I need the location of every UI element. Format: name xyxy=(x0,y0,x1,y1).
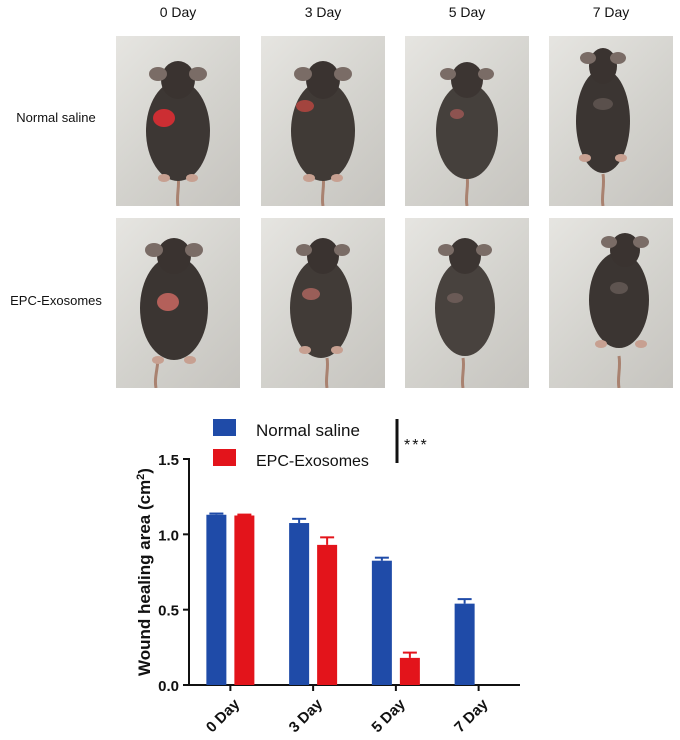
x-tick-label: 3 Day xyxy=(286,695,327,736)
photo-epc-exosomes-day-0 xyxy=(116,218,240,388)
x-tick-label: 7 Day xyxy=(451,695,492,736)
y-axis-title: Wound healing area (cm2) xyxy=(135,468,154,676)
x-tick-label: 0 Day xyxy=(203,695,244,736)
y-tick-label: 0.0 xyxy=(158,678,179,695)
y-axis-title-superscript: 2 xyxy=(135,474,147,480)
photo-epc-exosomes-day-3 xyxy=(261,218,385,388)
legend-swatch-epc-exosomes xyxy=(213,449,236,466)
y-axis-title-text: Wound healing area (cm xyxy=(135,480,154,676)
photo-normal-saline-day-7 xyxy=(549,36,673,206)
legend-swatch-normal-saline xyxy=(213,419,236,436)
bar-normal-saline xyxy=(206,514,227,685)
photo-epc-exosomes-day-7 xyxy=(549,218,673,388)
bar-epc-exosomes xyxy=(234,515,255,685)
bar-normal-saline xyxy=(454,603,475,685)
y-tick-label: 0.5 xyxy=(158,603,179,620)
row-label-normal-saline: Normal saline xyxy=(16,110,96,125)
y-tick-label: 1.5 xyxy=(158,452,179,469)
column-label-0-day: 0 Day xyxy=(159,4,197,20)
significance-marker: *** xyxy=(404,437,429,454)
column-label-7-day: 7 Day xyxy=(592,4,630,20)
y-axis-title-close: ) xyxy=(135,468,154,474)
column-label-3-day: 3 Day xyxy=(304,4,342,20)
legend-label-normal-saline: Normal saline xyxy=(256,421,360,440)
row-label-epc-exosomes: EPC-Exosomes xyxy=(10,293,102,308)
photo-normal-saline-day-5 xyxy=(405,36,529,206)
bar-normal-saline xyxy=(371,560,392,685)
bar-epc-exosomes xyxy=(399,657,420,685)
photo-normal-saline-day-3 xyxy=(261,36,385,206)
x-tick-label: 5 Day xyxy=(368,695,409,736)
wound-area-bar-chart: Normal saline EPC-Exosomes *** Wound hea… xyxy=(135,419,520,736)
photo-normal-saline-day-0 xyxy=(116,36,240,206)
bar-epc-exosomes xyxy=(317,544,338,685)
photo-epc-exosomes-day-5 xyxy=(405,218,529,388)
y-tick-label: 1.0 xyxy=(158,527,179,544)
bar-normal-saline xyxy=(289,523,310,685)
legend-label-epc-exosomes: EPC-Exosomes xyxy=(256,453,369,470)
column-label-5-day: 5 Day xyxy=(448,4,486,20)
